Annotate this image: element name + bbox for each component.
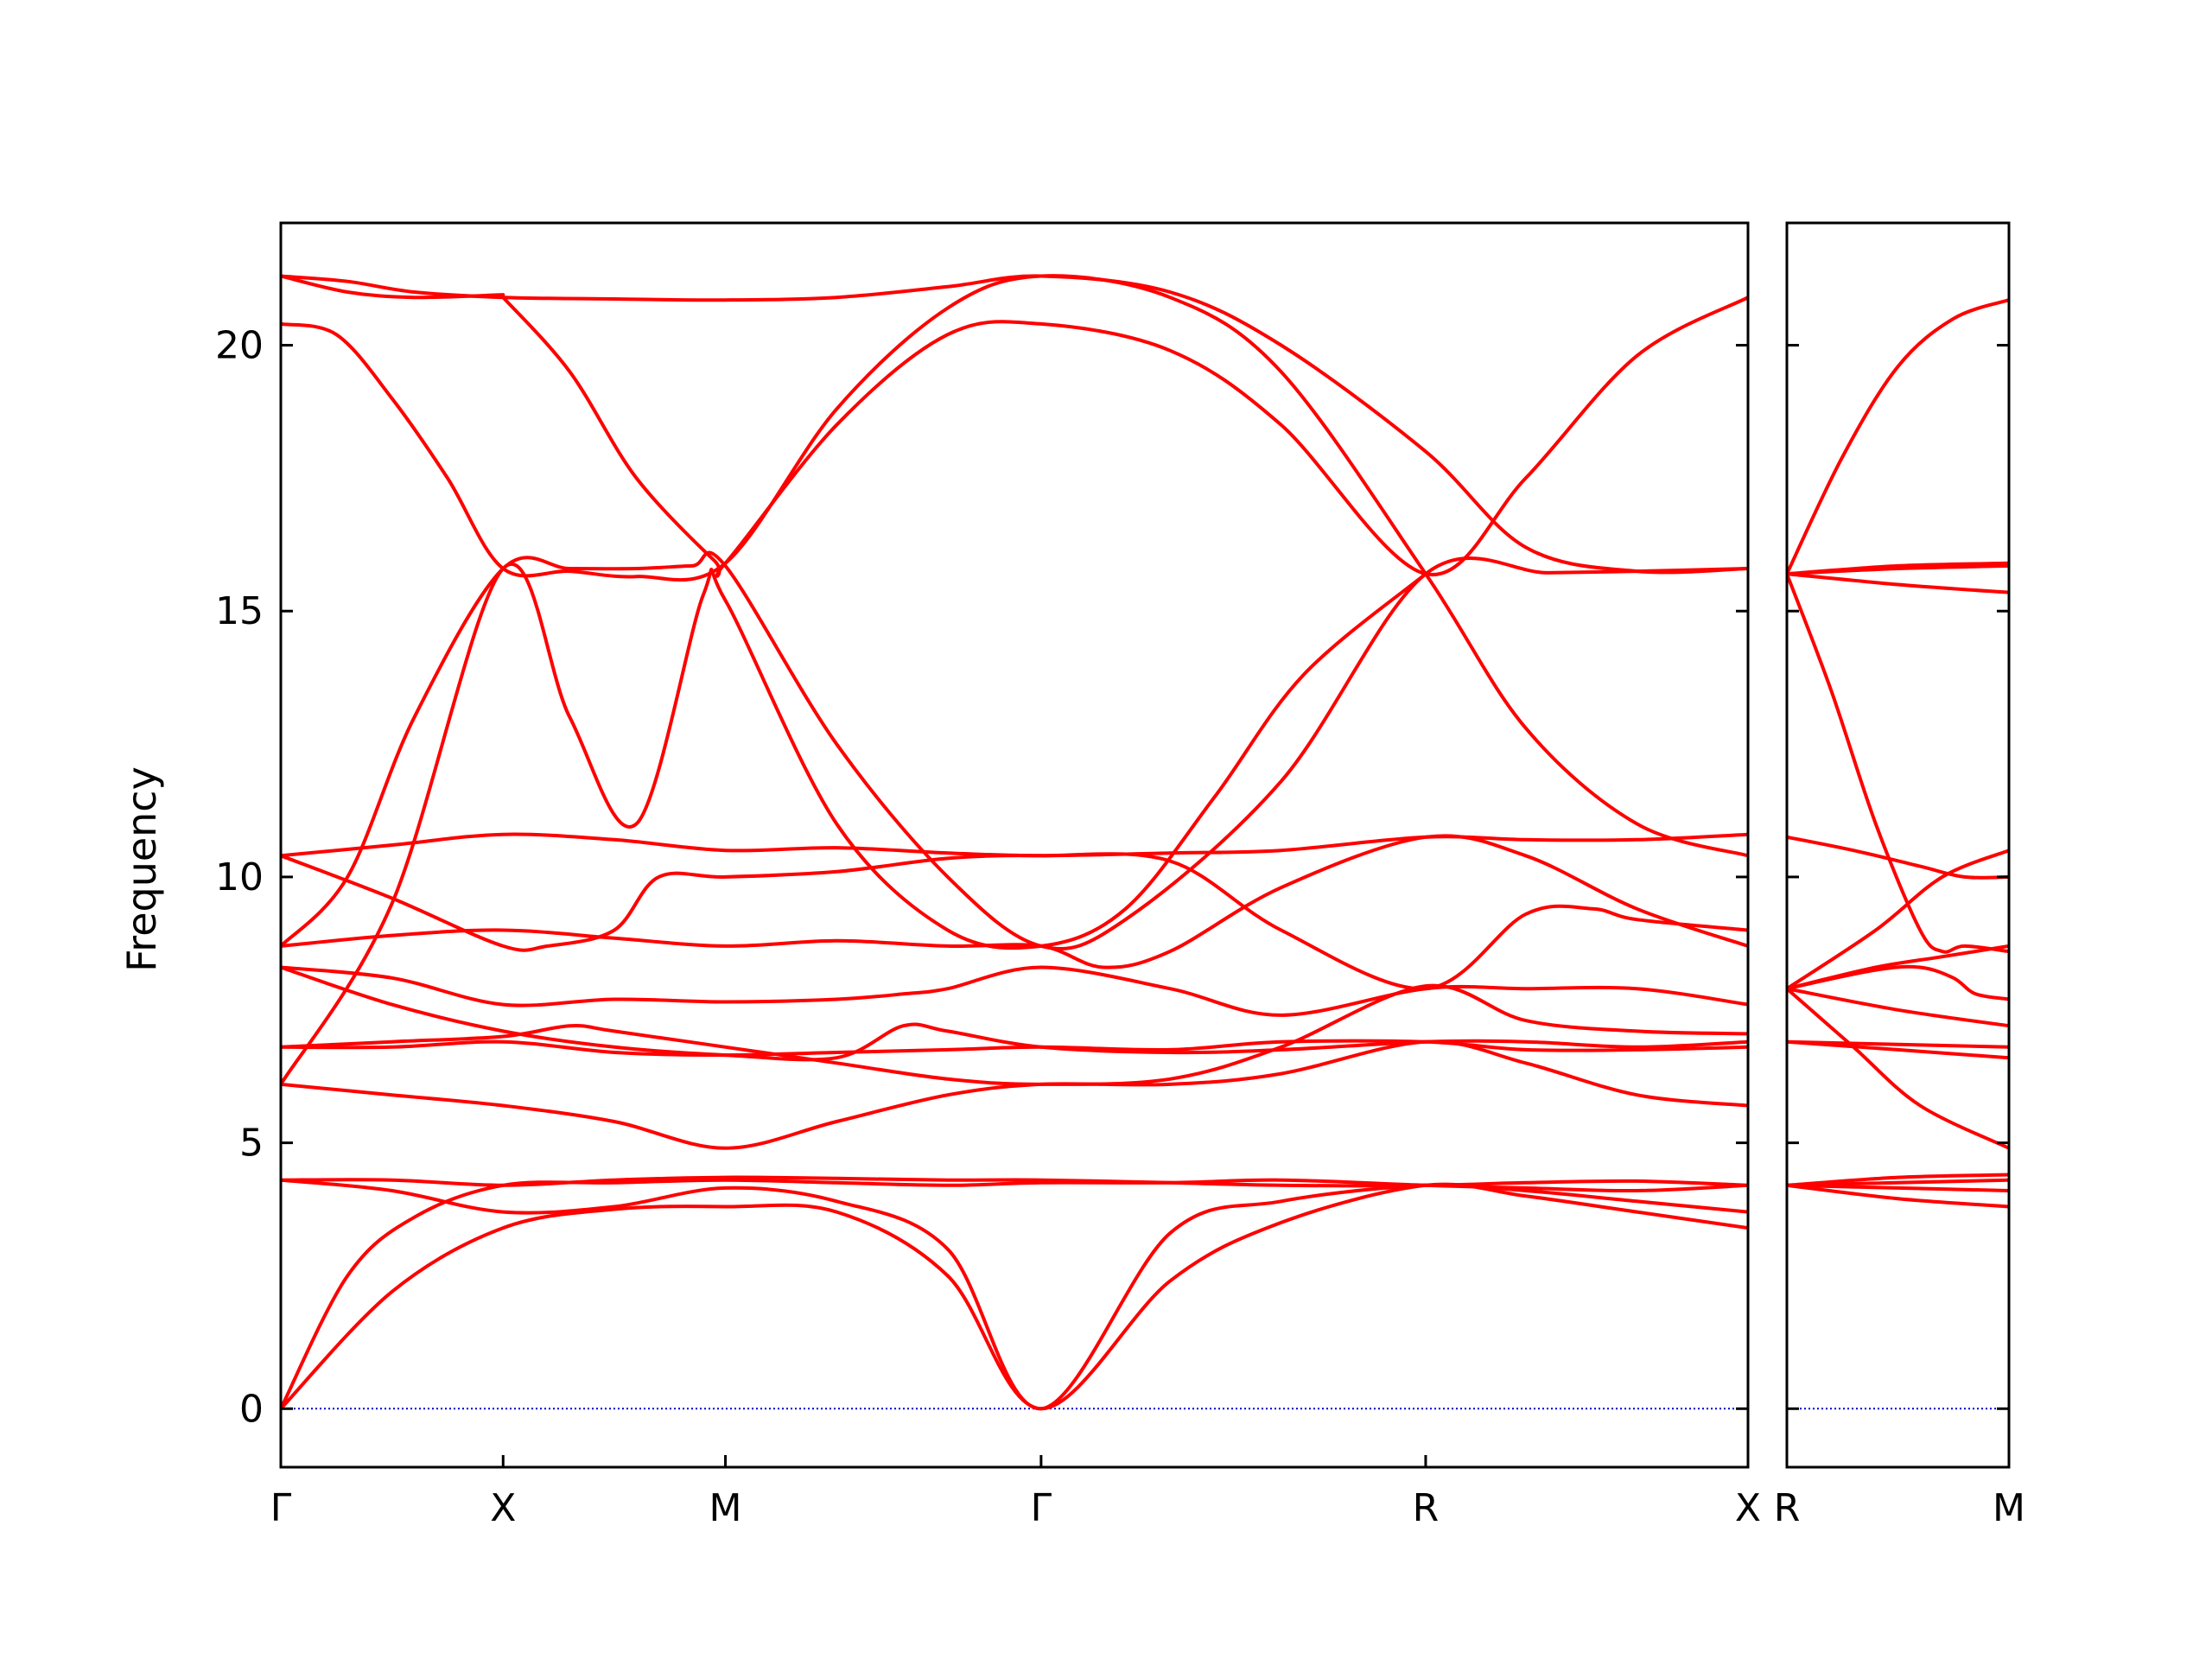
y-tick-label: 5 — [239, 1122, 264, 1166]
band-line-side-1 — [1787, 298, 2009, 576]
band-line-main-14 — [281, 1039, 1748, 1150]
y-axis-label: Frequency — [118, 766, 165, 972]
band-line-main-17 — [281, 1178, 1748, 1411]
band-line-main-16 — [281, 1178, 1748, 1411]
main-panel: 0 5 10 15 20 Γ X M Γ R X — [215, 221, 1761, 1530]
band-line-main-6 — [281, 562, 1427, 1086]
band-line-main-3 — [281, 274, 1748, 858]
band-line-main-4 — [501, 296, 1748, 578]
y-tick-label: 20 — [215, 324, 264, 368]
band-line-main-5 — [281, 550, 1748, 950]
plot-frame — [279, 221, 1750, 1469]
band-line-side-13 — [1787, 1039, 2009, 1060]
band-line-main-13 — [281, 1039, 1748, 1058]
band-line-side-16 — [1787, 1183, 2009, 1192]
band-line-main-8 — [281, 852, 1748, 991]
band-line-side-4 — [1787, 572, 2009, 594]
x-tick-label: R — [1413, 1486, 1440, 1530]
band-line-side-3 — [1787, 563, 2009, 576]
band-line-side-9 — [1787, 964, 2009, 1001]
y-tick-label: 15 — [215, 589, 264, 633]
band-line-main-7 — [281, 832, 1748, 858]
x-tick-label: M — [1993, 1486, 2025, 1530]
band-line-main-9 — [281, 834, 1748, 969]
x-tick-label: X — [1735, 1486, 1761, 1530]
x-tick-label: Γ — [270, 1486, 292, 1530]
x-tick-label: Γ — [1031, 1486, 1052, 1530]
x-tick-label: M — [709, 1486, 742, 1530]
band-line-side-7 — [1787, 849, 2009, 991]
band-line-side-6 — [1787, 835, 2009, 880]
band-line-main-2 — [281, 274, 505, 300]
y-tick-label: 0 — [239, 1387, 264, 1431]
band-line-side-11 — [1787, 987, 2009, 1150]
band-line-main-18 — [281, 1182, 1748, 1411]
band-line-main-11 — [281, 965, 1748, 1062]
band-line-main-10 — [281, 965, 1748, 1017]
plot-frame — [1785, 221, 2011, 1469]
band-line-main-12 — [281, 983, 1748, 1086]
x-tick-label: X — [490, 1486, 516, 1530]
y-tick-label: 10 — [215, 855, 264, 899]
band-line-side-5 — [1787, 572, 2009, 954]
band-line-side-10 — [1787, 987, 2009, 1028]
x-tick-label: R — [1774, 1486, 1801, 1530]
band-line-side-17 — [1787, 1183, 2009, 1209]
